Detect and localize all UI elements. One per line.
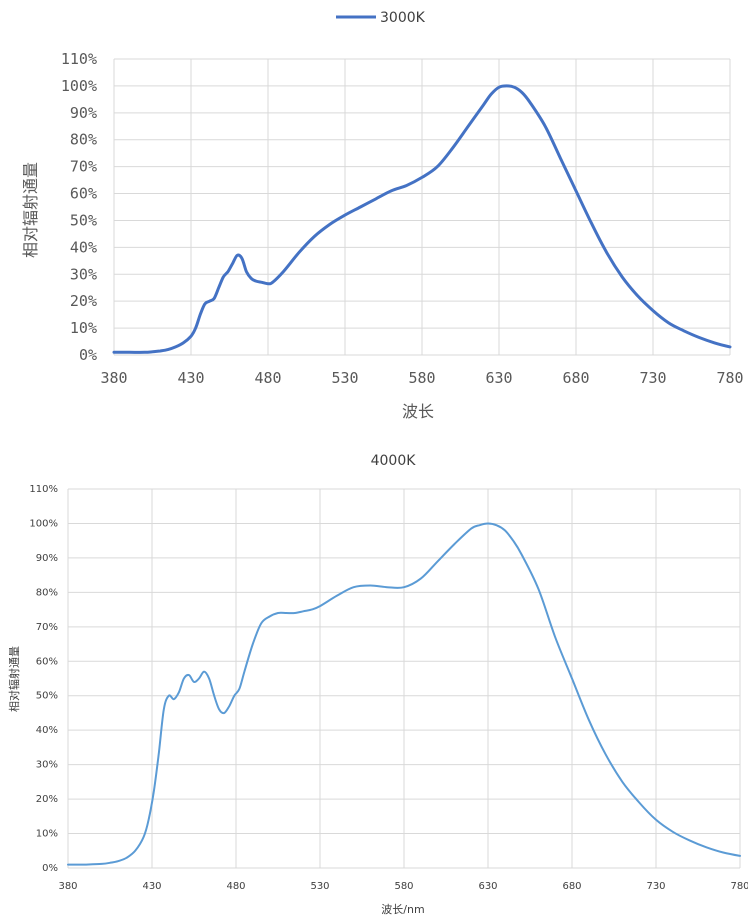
y-tick-label: 110% bbox=[29, 484, 58, 495]
chart2-x-axis-label: 波长/nm bbox=[381, 903, 424, 916]
y-tick-label: 10% bbox=[36, 829, 58, 840]
y-tick-label: 40% bbox=[70, 238, 97, 256]
y-tick-label: 0% bbox=[42, 863, 58, 874]
x-tick-label: 780 bbox=[730, 881, 748, 892]
y-tick-label: 80% bbox=[36, 587, 58, 598]
chart2-gridlines bbox=[67, 488, 741, 869]
y-tick-label: 50% bbox=[36, 691, 58, 702]
y-tick-label: 70% bbox=[36, 622, 58, 633]
y-tick-label: 50% bbox=[70, 211, 97, 229]
y-tick-label: 20% bbox=[36, 794, 58, 805]
y-tick-label: 90% bbox=[70, 104, 97, 122]
x-tick-label: 630 bbox=[485, 369, 512, 387]
x-tick-label: 680 bbox=[562, 369, 589, 387]
x-tick-label: 430 bbox=[177, 369, 204, 387]
y-tick-label: 20% bbox=[70, 292, 97, 310]
y-tick-label: 10% bbox=[70, 319, 97, 337]
series-line-3000k bbox=[112, 84, 732, 354]
chart1-y-tick-labels: 0% 10% 20% 30% 40% 50% 60% 70% 80% 90% 100% 110% bbox=[61, 50, 97, 364]
x-tick-label: 430 bbox=[142, 881, 161, 892]
chart1-gridlines bbox=[113, 58, 731, 356]
chart2-title: 4000K bbox=[371, 453, 417, 469]
x-tick-label: 780 bbox=[716, 369, 743, 387]
chart-4000k: 4000K 0% 10% 20% 30% 40% 50% 60% 70% 80% 90% 100% 1… bbox=[7, 453, 748, 916]
x-tick-label: 380 bbox=[58, 881, 77, 892]
series-line-4000k bbox=[67, 522, 741, 866]
chart-3000k: 3000K 0% 10% 20% 30% 40% 50% 60% 70% 80% 90% 100% 1… bbox=[21, 10, 744, 421]
x-tick-label: 530 bbox=[331, 369, 358, 387]
y-tick-label: 90% bbox=[36, 553, 58, 564]
y-tick-label: 30% bbox=[70, 265, 97, 283]
chart1-y-axis-label: 相对辐射通量 bbox=[21, 162, 40, 258]
y-tick-label: 30% bbox=[36, 760, 58, 771]
chart2-y-axis-label: 相对辐射通量 bbox=[7, 646, 21, 712]
y-tick-label: 40% bbox=[36, 725, 58, 736]
y-tick-label: 60% bbox=[70, 185, 97, 203]
x-tick-label: 380 bbox=[100, 369, 127, 387]
x-tick-label: 580 bbox=[408, 369, 435, 387]
x-tick-label: 480 bbox=[254, 369, 281, 387]
x-tick-label: 580 bbox=[394, 881, 413, 892]
x-tick-label: 480 bbox=[226, 881, 245, 892]
y-tick-label: 0% bbox=[79, 346, 97, 364]
y-tick-label: 100% bbox=[29, 518, 58, 529]
y-tick-label: 80% bbox=[70, 131, 97, 149]
chart1-x-axis-label: 波长 bbox=[402, 402, 434, 421]
chart2-x-tick-labels: 380 430 480 530 580 630 680 730 780 bbox=[58, 881, 748, 892]
chart1-x-tick-labels: 380 430 480 530 580 630 680 730 780 bbox=[100, 369, 743, 387]
y-tick-label: 100% bbox=[61, 77, 97, 95]
y-tick-label: 60% bbox=[36, 656, 58, 667]
chart2-y-tick-labels: 0% 10% 20% 30% 40% 50% 60% 70% 80% 90% 100% 110% bbox=[29, 484, 58, 874]
x-tick-label: 630 bbox=[478, 881, 497, 892]
x-tick-label: 680 bbox=[562, 881, 581, 892]
y-tick-label: 110% bbox=[61, 50, 97, 68]
x-tick-label: 730 bbox=[646, 881, 665, 892]
x-tick-label: 730 bbox=[639, 369, 666, 387]
x-tick-label: 530 bbox=[310, 881, 329, 892]
y-tick-label: 70% bbox=[70, 158, 97, 176]
legend-label-3000k: 3000K bbox=[380, 10, 426, 26]
